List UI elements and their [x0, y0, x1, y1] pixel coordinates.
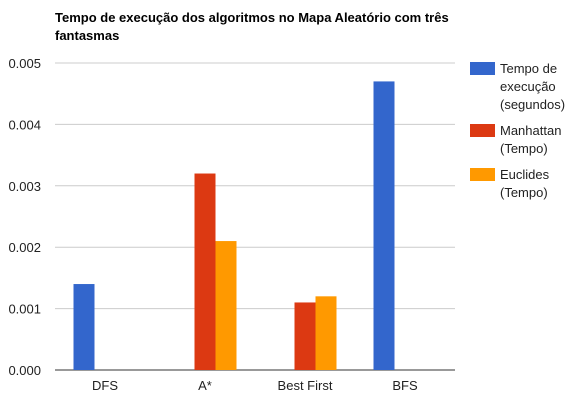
legend-label: Tempo de — [500, 61, 557, 76]
x-tick-label: Best First — [278, 378, 333, 393]
y-tick-label: 0.005 — [8, 56, 41, 71]
legend-label: (segundos) — [500, 97, 565, 112]
gridlines — [55, 62, 455, 371]
y-tick-label: 0.004 — [8, 117, 41, 132]
x-tick-label: DFS — [92, 378, 118, 393]
x-tick-label: BFS — [392, 378, 418, 393]
y-tick-label: 0.000 — [8, 363, 41, 378]
bar — [194, 173, 216, 370]
y-tick-label: 0.001 — [8, 302, 41, 317]
legend-label: (Tempo) — [500, 185, 548, 200]
bar — [373, 81, 395, 371]
chart-title-line-1: Tempo de execução dos algoritmos no Mapa… — [55, 10, 449, 25]
legend-swatch — [470, 62, 495, 75]
legend-swatch — [470, 124, 495, 137]
legend-label: execução — [500, 79, 556, 94]
bars — [73, 81, 395, 371]
x-axis-ticks: DFS A* Best First BFS — [92, 378, 418, 393]
legend-label: (Tempo) — [500, 141, 548, 156]
y-tick-label: 0.003 — [8, 179, 41, 194]
legend-label: Euclides — [500, 167, 550, 182]
bar — [315, 296, 337, 370]
legend-label: Manhattan — [500, 123, 561, 138]
bar — [294, 302, 316, 370]
chart-title: Tempo de execução dos algoritmos no Mapa… — [55, 10, 449, 43]
legend-swatch — [470, 168, 495, 181]
chart-title-line-2: fantasmas — [55, 28, 119, 43]
bar — [73, 284, 95, 370]
y-tick-label: 0.002 — [8, 240, 41, 255]
legend: Tempo de execução (segundos) Manhattan (Temp… — [470, 61, 565, 200]
bar — [215, 241, 237, 370]
y-axis-ticks: 0.000 0.001 0.002 0.003 0.004 0.005 — [8, 56, 41, 378]
x-tick-label: A* — [198, 378, 212, 393]
